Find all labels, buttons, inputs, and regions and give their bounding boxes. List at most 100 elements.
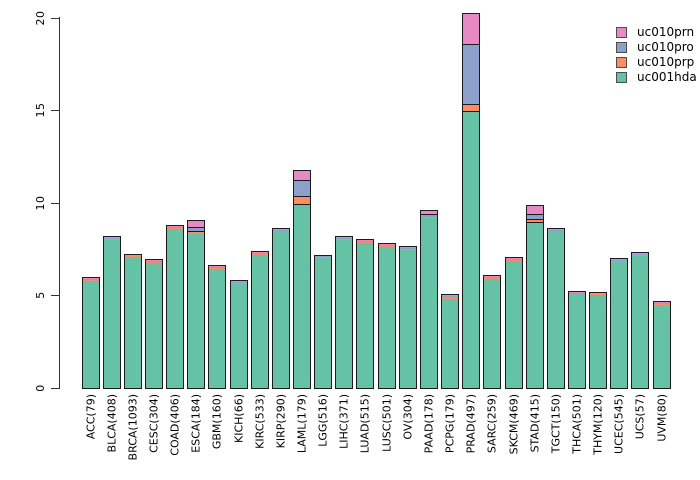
bar-segment-uc001hda (124, 257, 141, 388)
x-axis-label: ESCA(184) (189, 394, 203, 453)
bar-segment-uc001hda (145, 262, 162, 388)
y-axis-tick-label: 0 (34, 384, 47, 392)
bar-segment-uc010prp (653, 303, 670, 305)
bar-segment-uc010pro (611, 260, 628, 262)
y-axis-tick (51, 202, 59, 204)
bar-segment-uc010pro (103, 237, 120, 239)
bar-segment-uc010prn (357, 239, 374, 241)
bar-segment-uc001hda (420, 217, 437, 388)
bar-segment-uc010prp (611, 261, 628, 263)
bar-segment-uc010pro (632, 253, 649, 255)
bar (441, 294, 460, 389)
x-axis-label: ACC(79) (84, 394, 97, 440)
legend-label: uc010prn (637, 25, 695, 39)
bar-segment-uc010prp (526, 220, 543, 224)
bar-segment-uc010prn (632, 252, 649, 254)
bar-segment-uc010prn (145, 260, 162, 262)
bar-segment-uc010pro (505, 259, 522, 261)
bar-segment-uc010prn (103, 237, 120, 238)
x-axis-label: LIHC(371) (337, 394, 351, 449)
bar-segment-uc010pro (399, 248, 416, 250)
bar (483, 274, 502, 389)
bar (631, 251, 650, 389)
bar-segment-uc001hda (103, 239, 120, 388)
x-axis-label: KIRP(290) (274, 394, 288, 449)
x-axis-label: TGCT(150) (549, 394, 563, 454)
bar-segment-uc010prn (505, 258, 522, 260)
bar (293, 170, 311, 389)
bar-segment-uc010pro (568, 292, 585, 294)
bar-segment-uc001hda (315, 258, 332, 388)
bar-segment-uc010prp (251, 253, 268, 255)
x-axis-label: UCEC(545) (612, 394, 626, 454)
x-axis-label: LGG(516) (316, 394, 330, 447)
bar-segment-uc010pro (315, 256, 332, 258)
bar-segment-uc010prn (653, 301, 670, 303)
bar-segment-uc001hda (632, 255, 649, 388)
legend: uc010prn uc010pro uc010prp uc001hda (616, 25, 697, 85)
y-axis-tick-label: 15 (34, 102, 47, 118)
bar-segment-uc010pro (124, 255, 141, 257)
x-axis-label: CESC(304) (147, 394, 161, 453)
bar (144, 259, 163, 389)
bar-segment-uc001hda (357, 242, 374, 388)
bar-segment-uc010prp (145, 262, 162, 263)
bar (102, 236, 121, 389)
bar (356, 238, 375, 389)
bar-segment-uc001hda (611, 262, 628, 388)
x-axis-label: THCA(501) (570, 394, 584, 454)
bar-segment-uc010prn (209, 265, 226, 267)
bar-segment-uc010prn (188, 221, 205, 228)
bar-segment-uc010prn (611, 259, 628, 261)
bar (81, 276, 100, 389)
bar-segment-uc001hda (294, 204, 310, 388)
bar-segment-uc001hda (442, 299, 459, 388)
x-axis-label: PAAD(178) (422, 394, 436, 454)
bar-segment-uc010prp (357, 241, 374, 243)
bar-segment-uc001hda (568, 294, 585, 388)
bar (525, 205, 544, 389)
bar-segment-uc010prp (230, 283, 247, 285)
bar (546, 227, 565, 389)
bar (314, 254, 333, 389)
bar-segment-uc001hda (653, 304, 670, 388)
bar-segment-uc010prp (188, 232, 205, 235)
legend-swatch (616, 27, 627, 38)
bar-segment-uc010pro (357, 240, 374, 242)
legend-swatch (616, 42, 627, 53)
bar-segment-uc001hda (82, 280, 99, 388)
bar (187, 220, 206, 389)
legend-label: uc010prp (637, 55, 695, 69)
bar-segment-uc010prn (82, 277, 99, 279)
bar-segment-uc010pro (209, 266, 226, 268)
bar (377, 243, 396, 389)
x-axis-label: UCS(57) (633, 394, 647, 440)
bar-segment-uc010prn (484, 275, 501, 277)
bar-segment-uc010prp (505, 260, 522, 262)
bar-segment-uc010prn (590, 292, 607, 294)
y-axis-tick (51, 110, 59, 112)
bar-segment-uc010pro (167, 226, 184, 228)
x-axis-label: UVM(80) (655, 394, 669, 442)
y-axis-tick (51, 388, 59, 389)
bar-segment-uc010pro (294, 180, 310, 198)
bar-segment-uc010pro (484, 276, 501, 278)
bar-segment-uc010pro (145, 261, 162, 263)
bar-segment-uc010prp (272, 230, 289, 232)
bar-segment-uc010prn (378, 244, 395, 246)
bar-segment-uc010prn (526, 206, 543, 215)
x-axis-label: LAML(179) (295, 394, 309, 454)
bar-segment-uc010pro (251, 252, 268, 254)
y-axis-tick-label: 10 (34, 195, 47, 211)
bar-segment-uc010prp (315, 257, 332, 259)
bar-segment-uc010prp (484, 277, 501, 279)
bar-segment-uc010prp (294, 197, 310, 205)
bar-segment-uc010prp (209, 267, 226, 269)
bar-segment-uc010prn (336, 237, 353, 238)
x-axis-label: PRAD(497) (464, 394, 478, 454)
bar-segment-uc010prn (251, 251, 268, 253)
bar-segment-uc010pro (442, 296, 459, 298)
bar (589, 291, 608, 389)
bar-segment-uc010prp (590, 294, 607, 296)
x-axis-label: COAD(406) (168, 394, 182, 456)
